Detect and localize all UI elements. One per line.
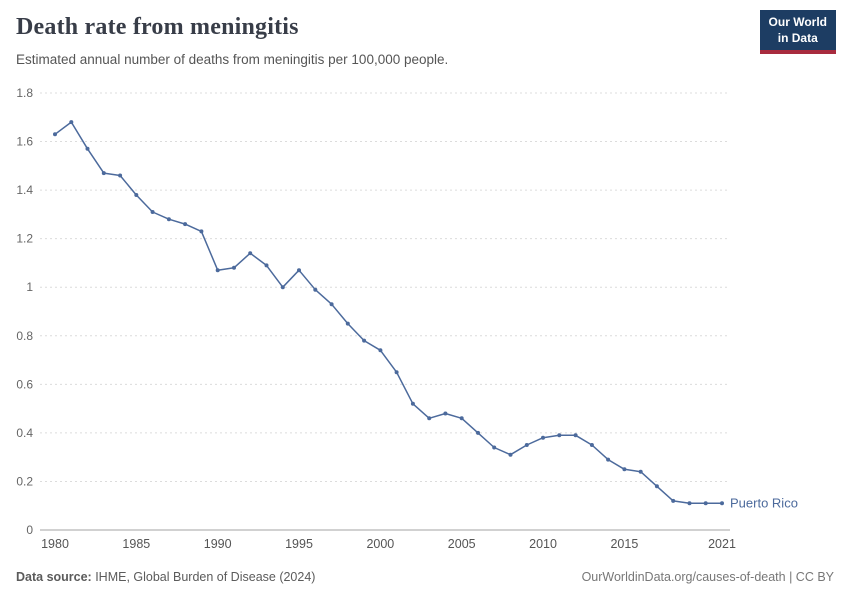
data-source-text: IHME, Global Burden of Disease (2024) <box>91 570 316 584</box>
data-point[interactable] <box>313 287 318 292</box>
data-point[interactable] <box>720 501 724 506</box>
owid-logo-line1: Our World <box>768 15 827 29</box>
data-point[interactable] <box>280 285 285 290</box>
data-point[interactable] <box>264 263 269 268</box>
data-point[interactable] <box>199 229 204 234</box>
credit-link[interactable]: OurWorldinData.org/causes-of-death | CC … <box>581 570 834 584</box>
data-point[interactable] <box>53 132 57 137</box>
data-point[interactable] <box>573 433 578 438</box>
x-tick-label: 1980 <box>41 537 69 551</box>
data-point[interactable] <box>654 484 659 489</box>
data-point[interactable] <box>297 268 301 273</box>
y-tick-label: 0.2 <box>16 474 33 488</box>
data-point[interactable] <box>215 268 220 273</box>
data-point[interactable] <box>248 251 253 256</box>
y-tick-label: 0.6 <box>16 377 33 391</box>
data-point[interactable] <box>589 443 594 447</box>
y-tick-label: 0.8 <box>16 329 33 343</box>
x-tick-label: 1995 <box>285 537 313 551</box>
y-tick-label: 1.4 <box>16 183 33 197</box>
x-tick-label: 1985 <box>122 537 150 551</box>
data-point[interactable] <box>443 411 448 416</box>
data-point[interactable] <box>232 265 236 270</box>
data-point[interactable] <box>427 416 432 421</box>
series-line <box>54 121 723 505</box>
data-point[interactable] <box>459 416 464 421</box>
data-point[interactable] <box>85 146 90 151</box>
x-tick-label: 1990 <box>204 537 232 551</box>
chart-subtitle: Estimated annual number of deaths from m… <box>16 52 449 67</box>
data-point[interactable] <box>476 430 480 435</box>
data-point[interactable] <box>524 443 529 447</box>
data-point[interactable] <box>622 467 627 472</box>
data-point[interactable] <box>362 338 367 343</box>
data-point[interactable] <box>101 171 106 176</box>
x-tick-label: 2005 <box>448 537 476 551</box>
data-point[interactable] <box>638 469 643 474</box>
owid-logo[interactable]: Our World in Data <box>759 10 836 55</box>
data-point[interactable] <box>150 210 155 214</box>
series-label[interactable]: Puerto Rico <box>730 495 798 510</box>
data-source-label: Data source: <box>16 570 92 584</box>
data-point[interactable] <box>671 498 676 503</box>
data-point[interactable] <box>118 173 123 178</box>
data-point[interactable] <box>345 321 350 326</box>
x-tick-label: 2015 <box>610 537 638 551</box>
data-point[interactable] <box>134 193 139 197</box>
chart-footer: Data source: IHME, Global Burden of Dise… <box>16 570 834 584</box>
owid-logo-line2: in Data <box>777 30 818 45</box>
y-tick-label: 0.4 <box>16 426 33 440</box>
data-point[interactable] <box>492 445 497 450</box>
y-tick-label: 1.2 <box>16 232 33 246</box>
y-tick-label: 1.6 <box>16 135 33 149</box>
y-tick-label: 1.8 <box>16 86 33 100</box>
data-point[interactable] <box>69 120 74 125</box>
x-tick-label: 2000 <box>366 537 394 551</box>
data-point[interactable] <box>166 217 171 222</box>
chart-title: Death rate from meningitis <box>16 14 299 40</box>
data-point[interactable] <box>394 370 399 375</box>
x-tick-label: 2021 <box>708 537 736 551</box>
data-point[interactable] <box>541 435 545 440</box>
data-point[interactable] <box>329 302 334 307</box>
data-point[interactable] <box>378 348 383 353</box>
data-point[interactable] <box>183 222 188 227</box>
y-tick-label: 0 <box>26 523 33 537</box>
y-tick-label: 1 <box>26 280 33 294</box>
data-point[interactable] <box>410 401 415 406</box>
data-point[interactable] <box>508 452 513 457</box>
x-tick-label: 2010 <box>529 537 557 551</box>
line-chart: 0 0.2 0.4 0.6 0.8 1 1.2 1.4 1.6 1.8 1980 1985 1990 19… <box>16 86 798 551</box>
data-source: Data source: IHME, Global Burden of Dise… <box>16 570 315 584</box>
data-point[interactable] <box>557 433 562 438</box>
data-point[interactable] <box>687 501 692 506</box>
data-point[interactable] <box>703 501 708 506</box>
data-point[interactable] <box>606 457 611 462</box>
